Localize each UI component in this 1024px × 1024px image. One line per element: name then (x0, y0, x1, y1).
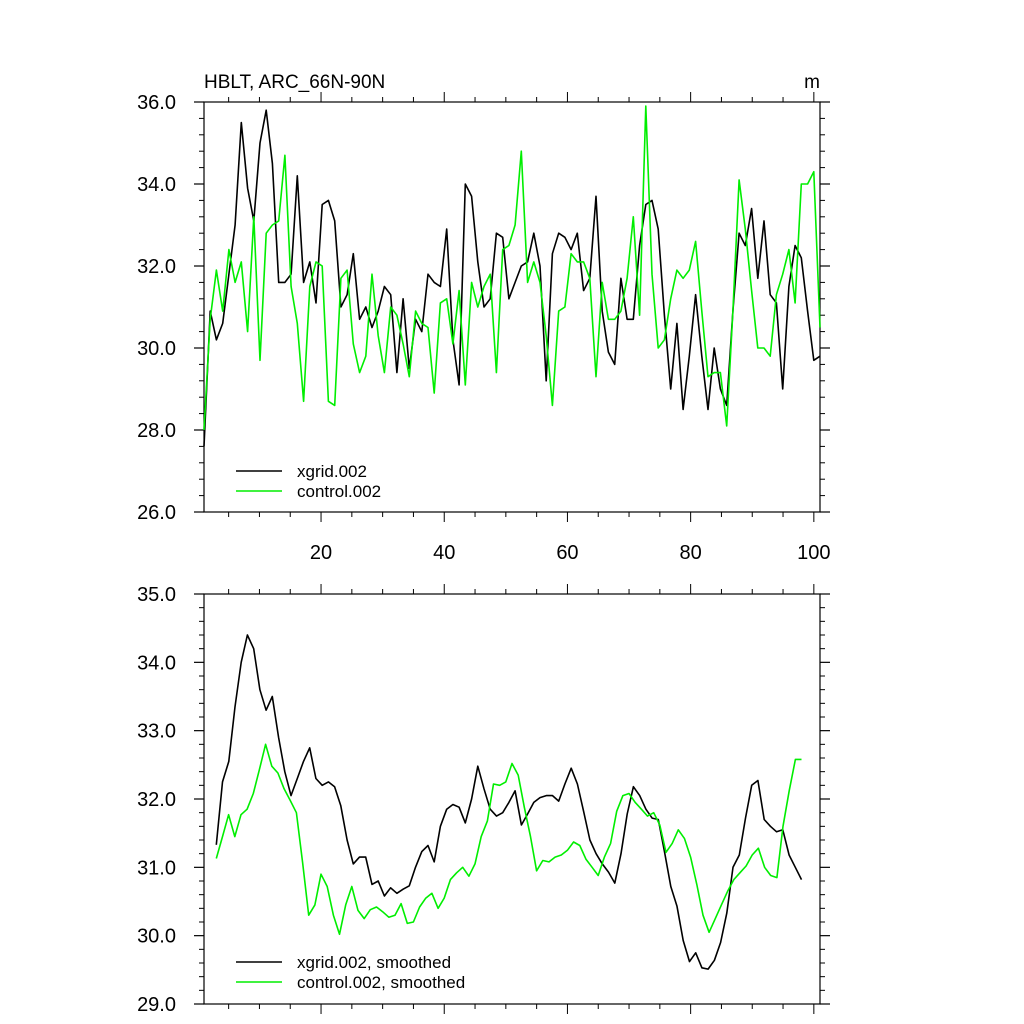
bottom-minor-ticks (199, 584, 825, 1014)
top-plot-frame (203, 101, 821, 513)
top-ytick-label: 26.0 (137, 502, 176, 524)
bot-ytick-label: 31.0 (137, 857, 176, 879)
top-chart: HBLT, ARC_66N-90N m 26.0 28.0 30.0 32.0 34.0… (137, 72, 830, 564)
top-series-group (203, 105, 821, 447)
top-legend-label-xgrid: xgrid.002 (297, 462, 367, 481)
bot-series-line-xgrid (215, 634, 803, 970)
top-legend: xgrid.002 control.002 (236, 462, 381, 501)
bottom-y-axis: 29.0 30.0 31.0 32.0 33.0 34.0 35.0 (137, 584, 830, 1016)
top-ytick-label: 34.0 (137, 174, 176, 196)
top-chart-title: HBLT, ARC_66N-90N (204, 72, 385, 93)
bottom-legend-label-xgrid: xgrid.002, smoothed (297, 953, 451, 972)
bot-ytick-label: 33.0 (137, 721, 176, 743)
top-chart-units: m (804, 72, 820, 93)
top-legend-label-control: control.002 (297, 482, 381, 501)
bottom-plot-frame (203, 593, 821, 1005)
top-ytick-label: 30.0 (137, 338, 176, 360)
bot-ytick-label: 32.0 (137, 789, 176, 811)
bot-series-line-control (215, 743, 802, 936)
bottom-legend: xgrid.002, smoothed control.002, smoothe… (236, 953, 465, 992)
bottom-chart: 29.0 30.0 31.0 32.0 33.0 34.0 35.0 xgrid.002, … (137, 584, 830, 1016)
top-series-line-xgrid (203, 109, 821, 447)
top-series-line-control (203, 105, 821, 431)
top-xtick-label: 100 (797, 542, 830, 564)
bot-ytick-label: 35.0 (137, 584, 176, 606)
top-ytick-label: 36.0 (137, 92, 176, 114)
top-ytick-label: 32.0 (137, 256, 176, 278)
top-y-axis: 26.0 28.0 30.0 32.0 34.0 36.0 (137, 92, 830, 524)
top-xtick-label: 60 (556, 542, 578, 564)
top-xtick-label: 40 (433, 542, 455, 564)
top-x-axis: 20 40 60 80 100 (310, 542, 831, 564)
bot-ytick-label: 30.0 (137, 926, 176, 948)
bottom-series-group (215, 634, 803, 970)
bot-ytick-label: 34.0 (137, 652, 176, 674)
bottom-legend-label-control: control.002, smoothed (297, 973, 465, 992)
bot-ytick-label: 29.0 (137, 994, 176, 1016)
top-minor-ticks (199, 92, 825, 522)
top-xtick-label: 80 (680, 542, 702, 564)
top-xtick-label: 20 (310, 542, 332, 564)
top-ytick-label: 28.0 (137, 420, 176, 442)
